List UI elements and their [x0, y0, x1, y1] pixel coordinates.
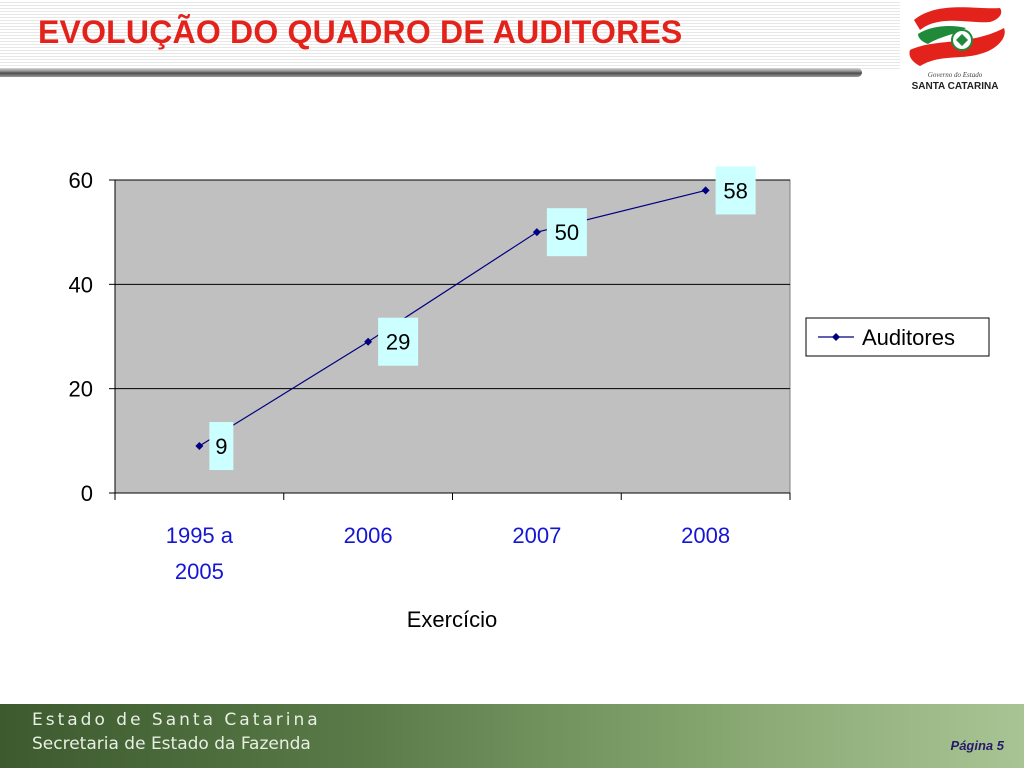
- logo-subtitle: Governo do Estado: [927, 71, 983, 79]
- data-point: [532, 228, 541, 237]
- data-point: [701, 186, 710, 195]
- data-label: 58: [723, 178, 747, 203]
- page-number: Página 5: [950, 738, 1004, 753]
- data-label: 50: [555, 220, 579, 245]
- legend-marker: [832, 333, 840, 341]
- slide-title: EVOLUÇÃO DO QUADRO DE AUDITORES: [38, 14, 683, 50]
- footer-state-name: Estado de Santa Catarina: [32, 710, 321, 730]
- data-point: [195, 442, 204, 451]
- logo-name: SANTA CATARINA: [911, 81, 999, 92]
- y-tick-label: 40: [69, 272, 93, 297]
- data-point: [364, 337, 373, 346]
- legend-label: Auditores: [862, 325, 955, 350]
- y-tick-label: 20: [69, 377, 93, 402]
- data-label-box: [546, 208, 587, 257]
- data-label-box: [715, 166, 756, 215]
- data-label: 29: [386, 330, 410, 355]
- x-category-label: 2006: [344, 523, 393, 548]
- line-chart: 0 20 40 60 1995 a 2005 2006 2007 2008 Exercício 9 2…: [69, 166, 990, 632]
- footer-department: Secretaria de Estado da Fazenda: [32, 734, 311, 754]
- data-label: 9: [215, 434, 227, 459]
- x-category-label: 2008: [681, 523, 730, 548]
- x-category-label: 1995 a 2005: [166, 523, 234, 584]
- x-category-label: 2007: [512, 523, 561, 548]
- title-underline-bar: [0, 68, 862, 77]
- series-line: [199, 189, 706, 447]
- y-tick-label: 0: [81, 481, 93, 506]
- x-axis-title: Exercício: [407, 607, 497, 632]
- data-label-box: [209, 422, 234, 471]
- y-tick-label: 60: [69, 168, 93, 193]
- data-label-box: [378, 317, 419, 366]
- santa-catarina-logo: Governo do Estado SANTA CATARINA: [900, 4, 1020, 94]
- state-emblem-icon: [909, 7, 1005, 66]
- footer-bar: Estado de Santa Catarina Secretaria de E…: [0, 704, 1024, 768]
- header-background: [0, 0, 900, 70]
